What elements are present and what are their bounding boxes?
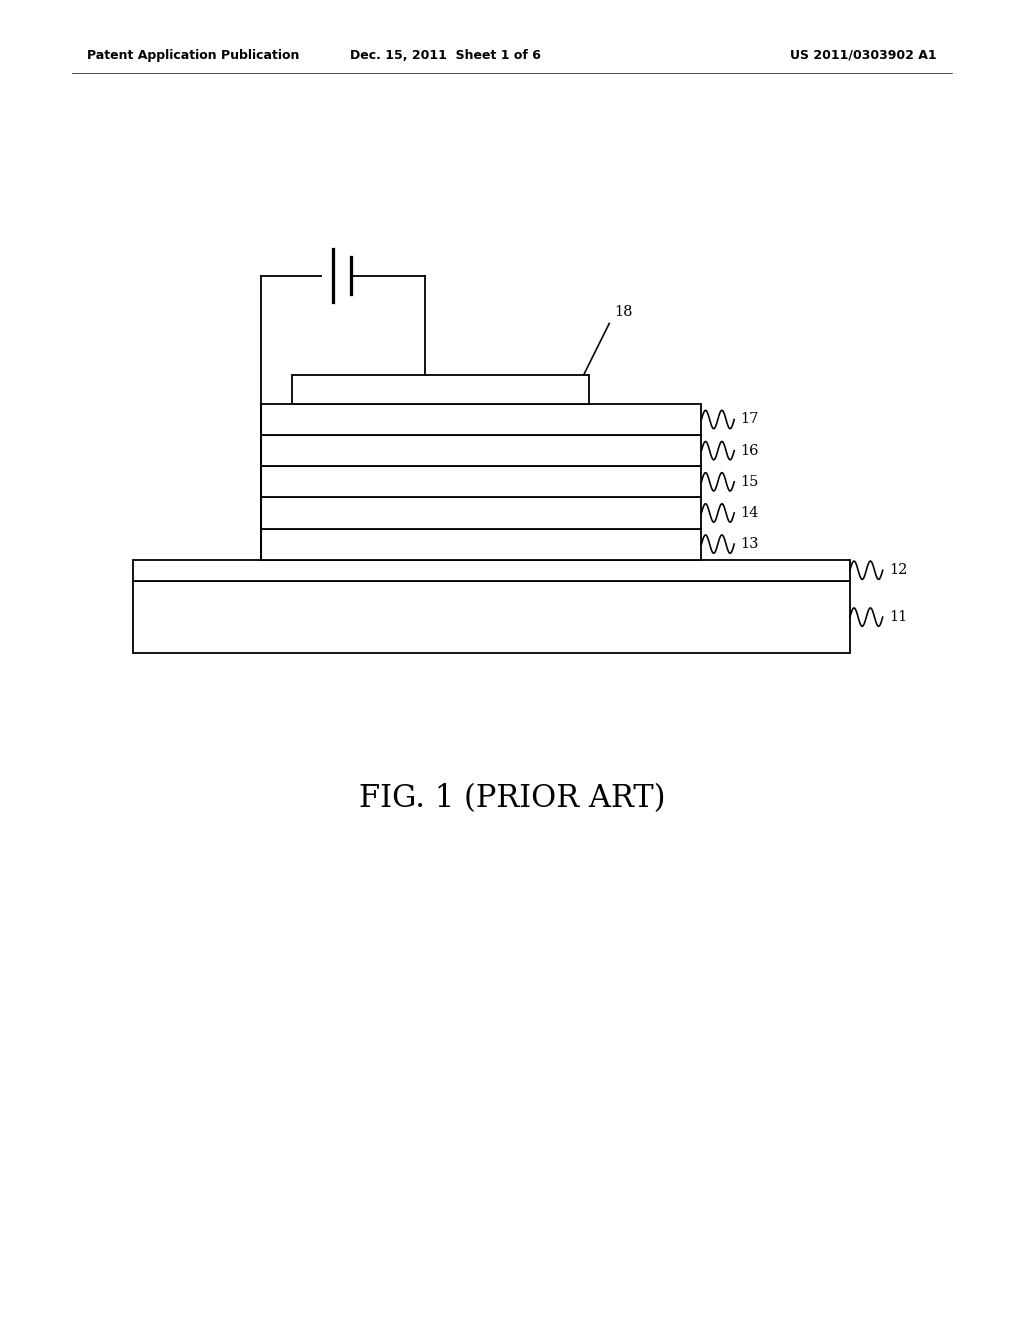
- Bar: [261, 498, 701, 528]
- Bar: [133, 560, 850, 581]
- Text: US 2011/0303902 A1: US 2011/0303902 A1: [791, 49, 937, 62]
- Text: Patent Application Publication: Patent Application Publication: [87, 49, 299, 62]
- Bar: [261, 466, 701, 498]
- Bar: [133, 581, 850, 653]
- Text: 16: 16: [740, 444, 759, 458]
- Text: 18: 18: [614, 305, 633, 319]
- Bar: [292, 375, 589, 404]
- Bar: [261, 404, 701, 436]
- Text: 14: 14: [740, 506, 759, 520]
- Bar: [261, 436, 701, 466]
- Text: 15: 15: [740, 475, 759, 488]
- Bar: [261, 528, 701, 560]
- Text: 12: 12: [889, 564, 907, 577]
- Text: 13: 13: [740, 537, 759, 552]
- Text: Dec. 15, 2011  Sheet 1 of 6: Dec. 15, 2011 Sheet 1 of 6: [350, 49, 541, 62]
- Text: 11: 11: [889, 610, 907, 624]
- Text: FIG. 1 (PRIOR ART): FIG. 1 (PRIOR ART): [358, 783, 666, 814]
- Text: 17: 17: [740, 412, 759, 426]
